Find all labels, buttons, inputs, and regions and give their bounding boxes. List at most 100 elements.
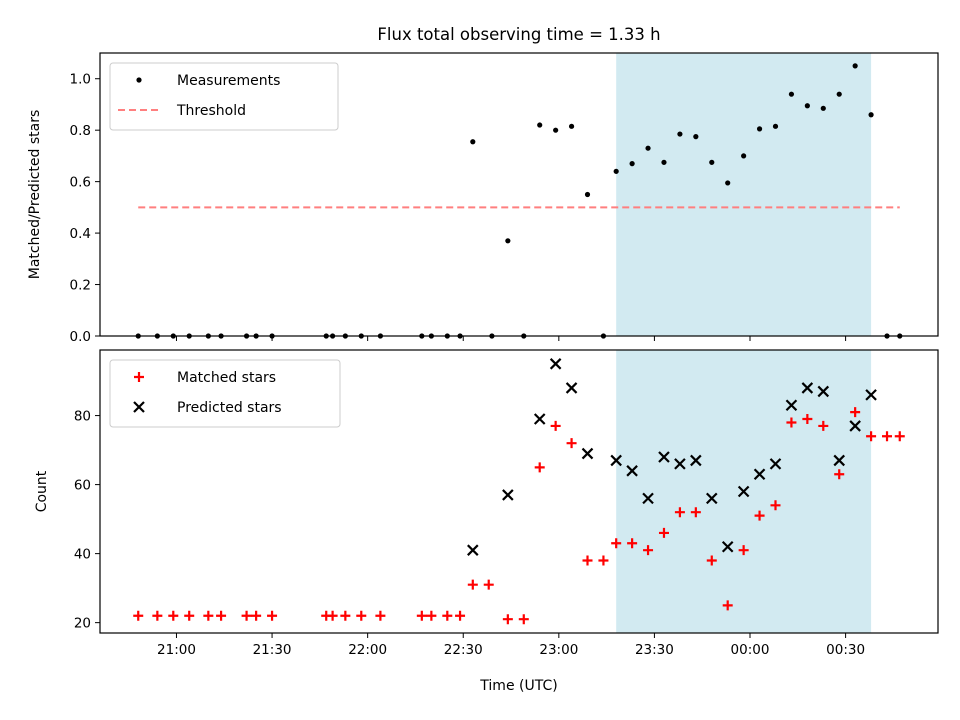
highlight-span [616, 53, 872, 336]
series-predicted-stars [467, 358, 877, 556]
data-point [770, 500, 781, 511]
plot-frame [99, 52, 939, 337]
data-point [865, 389, 877, 401]
y-tick-label: 0.0 [70, 329, 91, 345]
data-point [833, 454, 846, 467]
data-point [643, 545, 654, 556]
data-point [882, 431, 893, 442]
data-point [645, 145, 651, 151]
x-tick-label: 23:30 [635, 642, 674, 658]
y-tick-label: 20 [74, 616, 91, 632]
data-point [674, 458, 686, 470]
legend-box [109, 62, 339, 131]
data-point [721, 540, 734, 553]
y-tick-label: 1.0 [70, 72, 91, 88]
data-point [241, 610, 252, 621]
data-point [416, 610, 427, 621]
data-point [693, 134, 699, 140]
panel-bottom-count: 21:00 21:30 22:00 22:30 23:00 23:30 00:00 00:30… [34, 349, 939, 658]
x-tick-label: 22:00 [348, 642, 387, 658]
data-point [677, 131, 683, 137]
x-axis-label: Time (UTC) [479, 678, 557, 694]
data-point [455, 610, 466, 621]
data-point [769, 458, 782, 470]
series-measurements [135, 63, 903, 339]
data-point [483, 579, 494, 590]
panel-top-ratio: 0.0 0.2 0.4 0.6 0.8 1.0 Matched/Predicted star… [27, 52, 939, 345]
data-point [709, 159, 715, 165]
data-point [549, 358, 562, 370]
y-tick-label: 0.2 [70, 278, 91, 294]
data-point [801, 382, 814, 394]
data-point [251, 610, 262, 621]
data-point [152, 610, 163, 621]
data-point [690, 454, 702, 467]
data-point [581, 447, 594, 460]
y-axis-label: Count [34, 470, 50, 512]
data-point [836, 91, 842, 97]
data-point [868, 112, 874, 118]
legend: Measurements Threshold [109, 62, 339, 131]
data-point [470, 139, 476, 145]
data-point [518, 614, 529, 625]
data-point [613, 168, 619, 174]
data-point [568, 123, 575, 129]
data-point [722, 600, 733, 611]
series-matched-stars [133, 407, 905, 625]
data-point [550, 420, 561, 431]
legend: Matched stars Predicted stars [109, 359, 341, 428]
data-point [818, 420, 829, 431]
data-point [327, 610, 338, 621]
data-point [705, 492, 718, 505]
data-point [772, 123, 779, 129]
data-point [690, 507, 701, 518]
legend-entry: Threshold [176, 103, 246, 119]
data-point [658, 527, 669, 538]
data-point [610, 454, 622, 467]
x-tick-label: 23:00 [539, 642, 578, 658]
y-tick-label: 0.4 [70, 226, 91, 242]
data-point [216, 610, 227, 621]
data-point [584, 191, 591, 198]
data-point [754, 510, 765, 521]
data-point [850, 407, 861, 418]
plot-frame [99, 349, 939, 634]
data-point [566, 438, 577, 449]
data-point [203, 610, 214, 621]
x-tick-label: 21:00 [157, 642, 196, 658]
legend-swatch [136, 77, 142, 83]
data-point [661, 159, 667, 165]
data-point [582, 555, 593, 566]
data-point [168, 610, 179, 621]
data-point [725, 180, 731, 186]
data-point [802, 414, 813, 425]
data-point [894, 431, 905, 442]
data-point [467, 579, 478, 590]
x-tick-label: 21:30 [253, 642, 292, 658]
data-point [534, 462, 545, 473]
y-tick-label: 80 [74, 409, 91, 425]
data-point [502, 489, 514, 501]
data-point [626, 465, 638, 477]
legend-box [109, 359, 341, 428]
x-tick-label: 00:00 [731, 642, 770, 658]
data-point [852, 63, 858, 69]
data-point [502, 614, 513, 625]
data-point [565, 382, 578, 394]
data-point [356, 610, 367, 621]
legend-entry: Measurements [177, 73, 280, 89]
data-point [756, 126, 763, 132]
data-point [706, 555, 717, 566]
data-point [611, 538, 622, 549]
data-point [505, 238, 511, 244]
data-point [375, 610, 386, 621]
data-point [340, 610, 351, 621]
data-point [426, 610, 437, 621]
data-point [817, 385, 830, 398]
x-tick-label: 22:30 [444, 642, 483, 658]
legend-swatch [133, 401, 145, 413]
legend-entry: Matched stars [177, 370, 276, 386]
legend-swatch [134, 372, 144, 382]
data-point [629, 161, 635, 167]
